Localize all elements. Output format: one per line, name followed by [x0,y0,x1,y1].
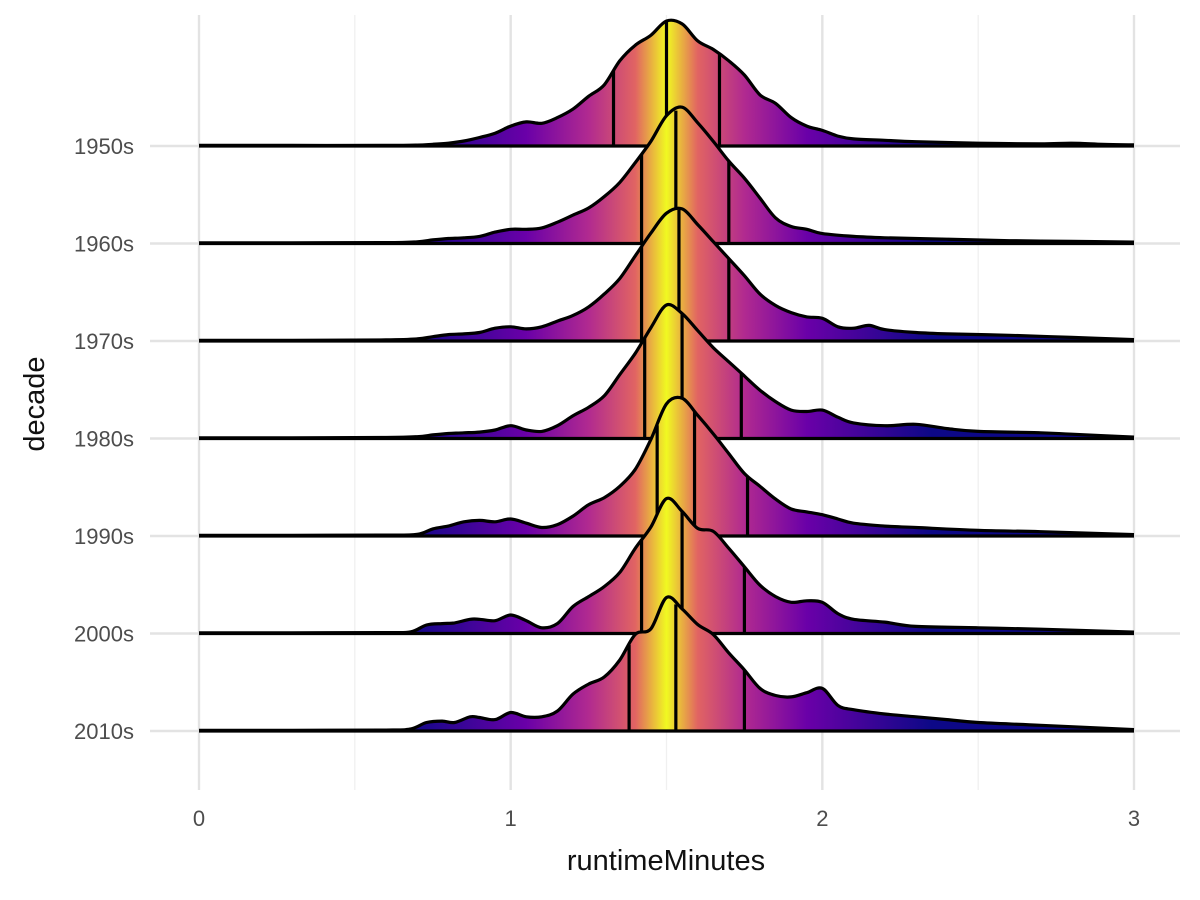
x-tick-label: 3 [1128,806,1140,831]
y-axis-ticks: 1950s 1960s 1970s 1980s 1990s 2000s 2010s [74,134,134,744]
y-axis-title: decade [19,356,51,451]
ridges-layer [198,18,1135,733]
ridge-outline [198,302,1135,440]
y-tick-label: 1990s [74,524,134,549]
ridge-outline [198,595,1135,732]
ridge-2010s [198,595,1135,733]
x-tick-label: 1 [505,806,517,831]
x-axis-title: runtimeMinutes [567,845,765,877]
y-tick-label: 1980s [74,427,134,452]
ridge-fill [199,596,1134,731]
ridge-outline [198,206,1135,342]
ridge-fill [199,397,1134,536]
ridge-outline [199,18,1135,148]
x-tick-label: 2 [816,806,828,831]
ridge-outline [198,105,1135,245]
y-tick-label: 1970s [74,329,134,354]
ridge-fill [199,106,1134,244]
y-tick-label: 2010s [74,719,134,744]
ridge-outline [198,496,1135,635]
ridge-fill [199,498,1134,634]
y-tick-label: 1960s [74,232,134,257]
y-tick-label: 1950s [74,134,134,159]
ridge-fill [199,304,1134,439]
ridge-outline [198,395,1135,537]
y-tick-label: 2000s [74,622,134,647]
x-tick-label: 0 [193,806,205,831]
ridge-fill [199,208,1134,341]
x-axis-ticks: 0 1 2 3 [193,806,1140,831]
